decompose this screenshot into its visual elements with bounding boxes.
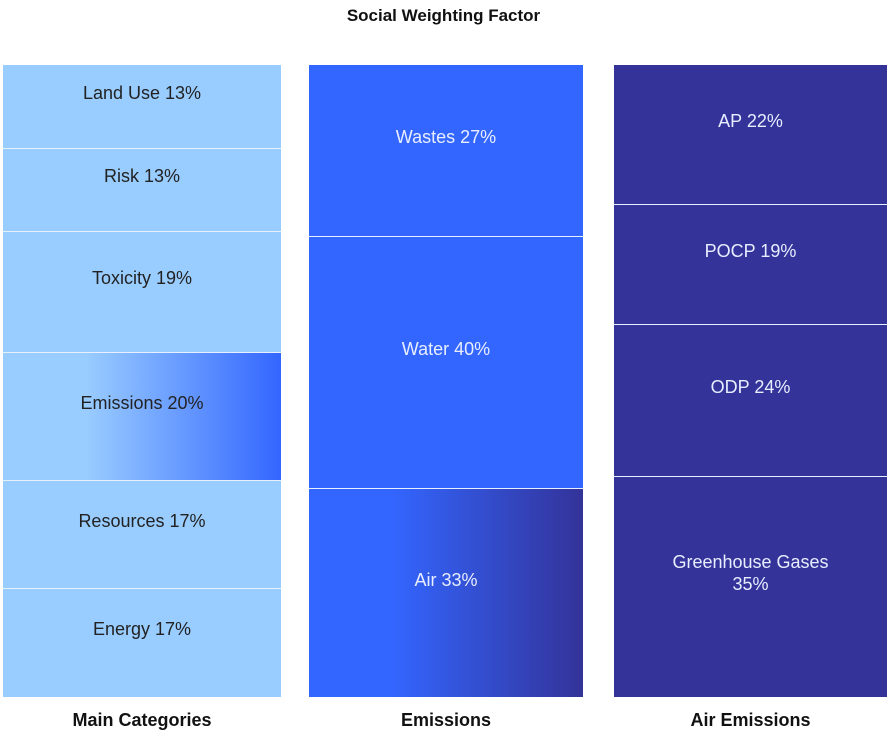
segment-label: Resources 17%	[56, 510, 228, 532]
segment-value: 13%	[165, 82, 202, 103]
segment-name: Resources	[78, 510, 165, 531]
segment-name: Emissions	[80, 392, 163, 413]
segment-value: 17%	[155, 619, 192, 640]
segment: Greenhouse Gases 35%	[614, 475, 887, 697]
segment-label: POCP 19%	[666, 240, 835, 262]
segment-value: 33%	[441, 569, 478, 590]
segment: Resources 17%	[3, 479, 281, 589]
segment-label: Land Use 13%	[56, 82, 228, 104]
segment: Risk 13%	[3, 147, 281, 231]
column: Wastes 27% Water 40% Air 33%	[309, 65, 583, 697]
segment-name: Energy	[92, 619, 150, 640]
segment-name: AP	[718, 110, 742, 131]
segment-label: Emissions 20%	[56, 392, 228, 414]
segment-label: Water 40%	[361, 338, 531, 360]
segment-label: ODP 24%	[666, 376, 835, 398]
segment: ODP 24%	[614, 324, 887, 476]
segment-name: POCP	[704, 240, 756, 261]
segment-value: 19%	[155, 268, 193, 289]
segment-value: 27%	[460, 126, 497, 147]
segment-label: Greenhouse Gases 35%	[666, 551, 835, 595]
column-label: Main Categories	[72, 710, 212, 730]
column: AP 22% POCP 19% ODP 24% Greenhouse Gases 35…	[614, 65, 887, 697]
segment-value: 20%	[167, 392, 204, 413]
segment-value: 40%	[454, 338, 491, 359]
segment-label: Air 33%	[361, 569, 531, 591]
segment-label: Wastes 27%	[361, 126, 531, 148]
segment-name: Greenhouse Gases	[672, 552, 829, 573]
segment-label: Toxicity 19%	[56, 267, 228, 289]
segment-value: 24%	[754, 376, 791, 397]
segment-label: Risk 13%	[56, 165, 228, 187]
segment-name: Wastes	[395, 126, 456, 147]
segment: AP 22%	[614, 65, 887, 205]
segment-name: Risk	[103, 166, 139, 187]
segment: Wastes 27%	[309, 65, 583, 236]
segment-label: AP 22%	[666, 110, 835, 132]
segment: Water 40%	[309, 235, 583, 489]
segment-name: Air	[414, 569, 437, 590]
segment: Toxicity 19%	[3, 230, 281, 353]
segment: Air 33%	[309, 488, 583, 697]
column-label: Emissions	[400, 710, 492, 730]
segment-value: 13%	[143, 166, 181, 187]
segment: Energy 17%	[3, 588, 281, 697]
segment-value: 17%	[169, 510, 206, 531]
segment-value: 35%	[732, 574, 769, 595]
segment-value: 22%	[746, 110, 783, 131]
segment: Emissions 20%	[3, 352, 281, 480]
segment-label: Energy 17%	[56, 618, 228, 640]
column-label: Air Emissions	[690, 710, 811, 730]
chart-title: Social Weighting Factor	[346, 6, 541, 25]
segment: POCP 19%	[614, 204, 887, 325]
segment-value: 19%	[760, 240, 797, 261]
segment-name: ODP	[710, 376, 750, 397]
segment: Land Use 13%	[3, 65, 281, 148]
segment-name: Toxicity	[91, 268, 151, 289]
segment-name: Land Use	[82, 82, 160, 103]
column: Land Use 13% Risk 13% Toxicity 19% Emission…	[3, 65, 281, 697]
segment-name: Water	[401, 338, 450, 359]
